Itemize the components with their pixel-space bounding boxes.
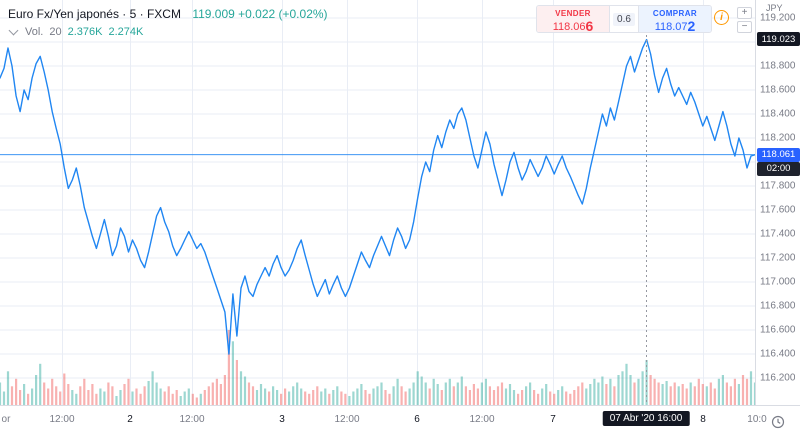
sell-price: 118.066: [537, 18, 609, 33]
time-axis[interactable]: or 12:00 2 12:00 3 12:00 6 12:00 7 8 10:0 07 Abr '…: [0, 405, 800, 437]
time-tick-label: 12:00: [179, 414, 205, 425]
time-tick-label: 12:00: [334, 414, 360, 425]
spread-value: 0.6: [613, 12, 635, 26]
symbol-title[interactable]: Euro Fx/Yen japonés · 5 · FXCM: [8, 7, 181, 21]
volume-bars: [0, 330, 755, 405]
price-tick-label: 118.600: [760, 84, 796, 96]
sell-label: VENDER: [555, 9, 591, 18]
price-tick-label: 118.800: [760, 60, 796, 72]
volume-ma-value: 2.274K: [108, 26, 144, 38]
time-tick-label: 12:00: [49, 414, 75, 425]
last-price-badge: 118.061: [757, 147, 800, 162]
volume-label: Vol.: [25, 26, 44, 38]
spread-box: 0.6: [609, 6, 639, 32]
symbol-change-values: 119.009 +0.022 (+0.02%): [192, 7, 328, 21]
symbol-legend: Euro Fx/Yen japonés · 5 · FXCM 119.009 +…: [8, 7, 328, 21]
buy-label: COMPRAR: [652, 9, 698, 18]
buy-price-fraction: 2: [687, 18, 696, 33]
currency-label[interactable]: JPY: [766, 3, 783, 13]
price-tick-label: 116.800: [760, 300, 796, 312]
zoom-in-button[interactable]: +: [737, 7, 752, 19]
volume-legend: Vol. 20 2.376K 2.274K: [8, 25, 144, 38]
price-tick-label: 119.200: [760, 12, 796, 24]
price-tick-label: 118.400: [760, 108, 796, 120]
time-tick-label: or: [1, 414, 11, 425]
sell-button[interactable]: VENDER 118.066: [537, 6, 609, 32]
volume-period: 20: [49, 26, 62, 38]
price-tick-label: 117.000: [760, 276, 796, 288]
time-tick-label: 10:0: [747, 414, 767, 425]
zoom-out-button[interactable]: −: [737, 21, 752, 33]
buy-price-main: 118.07: [654, 21, 688, 33]
time-tick-label: 6: [414, 414, 420, 425]
volume-value: 2.376K: [67, 26, 103, 38]
time-tick-label: 12:00: [469, 414, 495, 425]
chart-canvas[interactable]: Euro Fx/Yen japonés · 5 · FXCM 119.009 +…: [0, 0, 755, 405]
price-tick-label: 117.800: [760, 180, 796, 192]
chevron-down-icon[interactable]: [8, 25, 19, 36]
price-axis[interactable]: JPY 119.200 118.800 118.600 118.400 118.200 1…: [755, 0, 800, 405]
price-tick-label: 116.600: [760, 324, 796, 336]
price-line-series[interactable]: [0, 38, 755, 355]
bar-countdown-badge: 02:00: [757, 161, 800, 176]
crosshair-time-badge: 07 Abr '20 16:00: [602, 411, 690, 426]
zoom-controls: + −: [737, 7, 752, 33]
time-tick-label: 7: [550, 414, 556, 425]
info-icon[interactable]: i: [714, 10, 729, 25]
buy-button[interactable]: COMPRAR 118.072: [639, 6, 711, 32]
time-tick-label: 2: [127, 414, 133, 425]
price-tick-label: 117.600: [760, 204, 796, 216]
order-panel: VENDER 118.066 0.6 COMPRAR 118.072: [536, 5, 712, 33]
crosshair-price-badge: 119.023: [757, 32, 800, 47]
price-tick-label: 118.200: [760, 132, 796, 144]
price-chart-svg[interactable]: [0, 0, 755, 405]
price-tick-label: 117.400: [760, 228, 796, 240]
sell-price-main: 118.06: [552, 21, 586, 33]
grid-lines: [0, 0, 755, 405]
clock-icon[interactable]: [771, 415, 785, 429]
time-tick-label: 3: [279, 414, 285, 425]
sell-price-fraction: 6: [585, 18, 594, 33]
buy-price: 118.072: [639, 18, 711, 33]
price-tick-label: 116.200: [760, 372, 796, 384]
time-tick-label: 8: [700, 414, 706, 425]
price-tick-label: 116.400: [760, 348, 796, 360]
price-tick-label: 117.200: [760, 252, 796, 264]
